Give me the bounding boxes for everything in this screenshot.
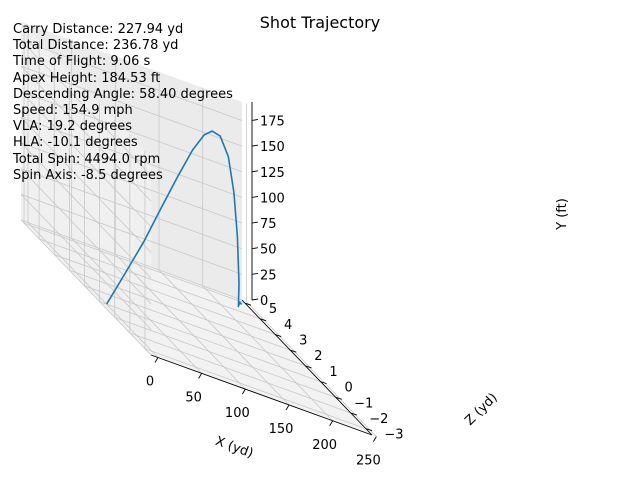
y-tick-label: 75 — [260, 217, 277, 232]
y-tick — [251, 221, 259, 224]
x-tick-label: 150 — [269, 422, 294, 437]
stat-hla: HLA: -10.1 degrees — [13, 135, 138, 151]
trajectory-line — [105, 130, 243, 308]
x-grid-line — [245, 103, 377, 437]
y-tick-label: 25 — [260, 268, 277, 283]
z-tick — [305, 365, 312, 369]
series-layer — [105, 130, 243, 308]
x-tick-label: 50 — [185, 390, 202, 405]
shot-stats-panel: Carry Distance: 227.94 yd Total Distance… — [13, 22, 233, 184]
y-tick-label: 150 — [260, 140, 285, 155]
tick-labels: 050100150200250−3−2−10123450255075100125… — [146, 114, 404, 468]
z-tick — [320, 381, 327, 385]
z-tick — [350, 412, 357, 416]
x-tick — [198, 373, 203, 379]
z-tick-label: −3 — [384, 428, 403, 443]
x-axis-line — [150, 354, 373, 436]
y-tick-label: 175 — [260, 114, 285, 129]
z-tick-label: −2 — [369, 412, 388, 427]
y-tick — [251, 170, 259, 173]
z-tick — [290, 349, 297, 353]
x-tick — [329, 420, 334, 427]
y-tick-label: 125 — [260, 166, 285, 181]
z-tick — [365, 428, 373, 432]
x-axis-label: X (yd) — [213, 434, 255, 461]
z-tick-label: 1 — [329, 365, 337, 380]
y-tick — [251, 119, 259, 121]
z-tick-label: 2 — [314, 349, 322, 364]
x-tick — [241, 388, 246, 395]
y-tick-label: 100 — [260, 191, 285, 206]
z-tick-label: 3 — [299, 334, 307, 349]
y-grid-line — [20, 65, 243, 202]
stat-apex-height: Apex Height: 184.53 ft — [13, 70, 161, 86]
z-tick-label: 4 — [284, 318, 292, 333]
x-tick — [372, 436, 377, 442]
stat-time-of-flight: Time of Flight: 9.06 s — [13, 54, 151, 70]
y-tick — [251, 144, 259, 147]
y-grid-line — [20, 168, 243, 304]
z-tick — [259, 318, 267, 322]
x-tick-label: 0 — [146, 375, 154, 390]
z-tick-label: −1 — [354, 396, 373, 411]
stat-total-spin: Total Spin: 4494.0 rpm — [13, 151, 161, 167]
y-tick — [251, 247, 259, 250]
stat-vla: VLA: 19.2 degrees — [13, 119, 133, 135]
y-tick — [251, 195, 259, 198]
chart-title: Shot Trajectory — [260, 13, 380, 32]
y-tick-label: 50 — [260, 243, 277, 258]
x-tick — [285, 404, 290, 411]
y-grid-line — [20, 193, 243, 330]
stat-descending-angle: Descending Angle: 58.40 degrees — [13, 86, 233, 102]
y-tick-label: 0 — [260, 294, 268, 309]
z-tick — [275, 334, 282, 337]
side-pane — [21, 22, 151, 355]
y-tick — [251, 272, 259, 275]
z-axis-line — [241, 299, 373, 436]
tick-marks — [154, 119, 377, 442]
x-tick — [154, 357, 159, 363]
z-tick — [244, 302, 252, 306]
y-axis-label: Y (ft) — [555, 198, 570, 231]
axes-panes — [21, 22, 372, 435]
y-grid-line — [20, 40, 243, 176]
axis-lines — [150, 102, 373, 436]
grid-lines — [20, 24, 377, 437]
stat-spin-axis: Spin Axis: -8.5 degrees — [13, 167, 163, 183]
x-tick-label: 250 — [356, 454, 381, 469]
z-tick — [335, 396, 342, 400]
y-grid-line — [20, 91, 243, 228]
z-tick-label: 5 — [269, 302, 277, 317]
z-tick-label: 0 — [344, 381, 352, 396]
y-grid-line — [20, 117, 243, 253]
stat-carry-distance: Carry Distance: 227.94 yd — [13, 22, 184, 37]
stat-speed: Speed: 154.9 mph — [13, 103, 133, 119]
stat-total-distance: Total Distance: 236.78 yd — [13, 38, 179, 54]
y-tick — [251, 298, 259, 301]
y-grid-line — [20, 142, 243, 279]
y-grid-line — [20, 219, 243, 356]
x-tick-label: 200 — [312, 438, 337, 453]
x-tick-label: 100 — [225, 406, 250, 421]
z-axis-label: Z (yd) — [462, 390, 500, 428]
